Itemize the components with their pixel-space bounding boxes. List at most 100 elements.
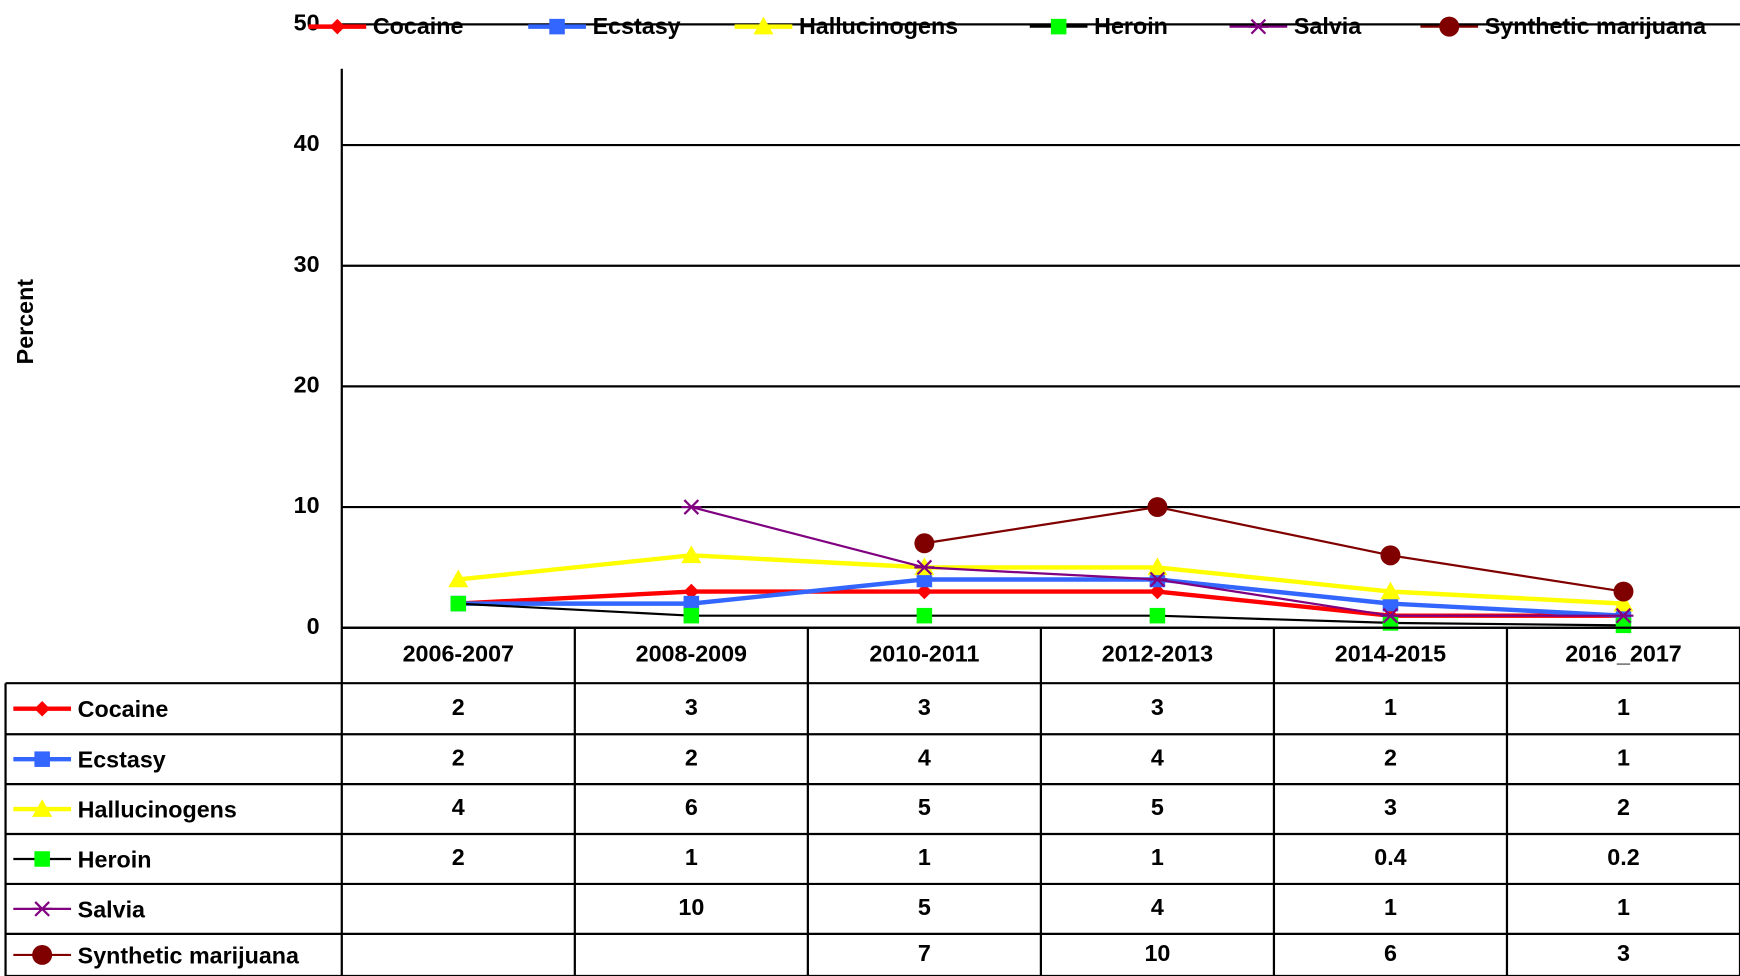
x-tick-label: 2014-2015 — [1335, 641, 1446, 667]
legend-marker — [1439, 16, 1460, 37]
table-cell: 3 — [1617, 940, 1630, 966]
data-point — [1149, 583, 1166, 600]
table-cell: 1 — [1384, 894, 1397, 920]
series-line — [458, 577, 1624, 618]
table-cell: 2 — [685, 744, 698, 770]
legend-label: Synthetic marijuana — [1485, 13, 1707, 39]
table-cell: 4 — [452, 794, 465, 820]
table-cell: 5 — [918, 894, 931, 920]
table-legend-marker — [34, 751, 50, 767]
data-point — [1147, 571, 1168, 588]
data-point — [914, 559, 935, 576]
data-point — [683, 607, 700, 624]
legend-label: Heroin — [1094, 13, 1168, 39]
y-tick-label: 10 — [294, 492, 320, 518]
table-cell: 3 — [685, 694, 698, 720]
x-tick-label: 2010-2011 — [869, 641, 979, 667]
y-tick-label: 20 — [294, 372, 320, 398]
series-line — [458, 553, 1624, 606]
table-row-label: Hallucinogens — [78, 796, 237, 822]
table-cell: 1 — [1384, 694, 1397, 720]
data-point — [1615, 617, 1632, 634]
table-cell: 2 — [452, 844, 465, 870]
y-tick-label: 50 — [294, 10, 320, 36]
table-row-label: Synthetic marijuana — [78, 942, 300, 968]
data-point — [1149, 607, 1166, 624]
table-cell: 10 — [678, 894, 704, 920]
table-cell: 0.2 — [1607, 844, 1639, 870]
data-point-stroke — [1615, 607, 1632, 624]
table-row-label: Cocaine — [78, 696, 169, 722]
table-cell: 1 — [918, 844, 931, 870]
legend-marker — [1050, 18, 1067, 35]
legend-label: Ecstasy — [593, 13, 681, 39]
data-point — [1380, 607, 1401, 624]
table-cell: 1 — [1617, 744, 1630, 770]
data-point — [1613, 581, 1634, 602]
table-row-label: Heroin — [78, 846, 152, 872]
table-row-label: Ecstasy — [78, 747, 166, 773]
series-line — [458, 602, 1624, 627]
legend-marker — [329, 18, 346, 35]
data-point — [1613, 607, 1634, 624]
table-legend-marker — [32, 901, 53, 917]
table-cell: 3 — [918, 694, 931, 720]
data-point — [1613, 593, 1634, 612]
table-cell: 0.4 — [1374, 844, 1406, 870]
table-cell: 4 — [1151, 894, 1164, 920]
data-point — [916, 571, 933, 588]
data-point — [450, 595, 467, 612]
data-point — [916, 607, 933, 624]
table-cell: 2 — [452, 744, 465, 770]
data-point-stroke — [916, 559, 933, 576]
table-cell: 5 — [1151, 794, 1164, 820]
table-legend-marker — [34, 700, 50, 717]
table-cell: 2 — [452, 694, 465, 720]
series-line — [924, 505, 1624, 593]
y-tick-label: 0 — [307, 613, 320, 639]
data-point — [916, 583, 933, 600]
table-cell: 10 — [1144, 940, 1170, 966]
legend-label: Hallucinogens — [799, 13, 958, 39]
table-cell: 7 — [918, 940, 931, 966]
table-cell: 2 — [1384, 744, 1397, 770]
table-cell: 1 — [1617, 694, 1630, 720]
data-point-stroke — [683, 499, 700, 515]
x-tick-label: 2016_2017 — [1565, 641, 1682, 667]
table-legend-marker — [32, 944, 53, 965]
legend-label: Cocaine — [373, 13, 464, 39]
data-point — [1382, 595, 1399, 612]
x-tick-label: 2008-2009 — [636, 641, 747, 667]
table-cell: 6 — [685, 794, 698, 820]
table-cell: 3 — [1151, 694, 1164, 720]
data-point — [448, 569, 469, 588]
legend-marker — [753, 16, 774, 35]
data-point — [683, 595, 700, 612]
data-point-stroke — [1149, 571, 1166, 588]
data-point — [914, 533, 935, 554]
table-cell: 3 — [1384, 794, 1397, 820]
data-point-stroke — [1382, 607, 1399, 624]
table-cell: 4 — [1151, 744, 1164, 770]
table-cell: 1 — [1617, 894, 1630, 920]
table-legend-marker-stroke — [34, 901, 50, 917]
legend-label: Salvia — [1294, 13, 1362, 39]
data-point — [681, 499, 702, 515]
table-row-label: Salvia — [78, 896, 146, 922]
data-point — [1147, 497, 1168, 518]
data-point — [1147, 557, 1168, 576]
table-cell: 6 — [1384, 940, 1397, 966]
x-tick-label: 2012-2013 — [1102, 641, 1213, 667]
y-axis-label: Percent — [12, 279, 38, 365]
table-cell: 2 — [1617, 794, 1630, 820]
table-legend-marker — [32, 799, 53, 817]
table-legend-marker — [34, 851, 50, 867]
legend-marker — [549, 18, 565, 35]
legend-marker — [1248, 18, 1269, 35]
table-cell: 1 — [1151, 844, 1164, 870]
table-cell: 5 — [918, 794, 931, 820]
y-tick-label: 30 — [294, 251, 320, 277]
y-tick-label: 40 — [294, 130, 320, 156]
data-point — [681, 545, 702, 564]
